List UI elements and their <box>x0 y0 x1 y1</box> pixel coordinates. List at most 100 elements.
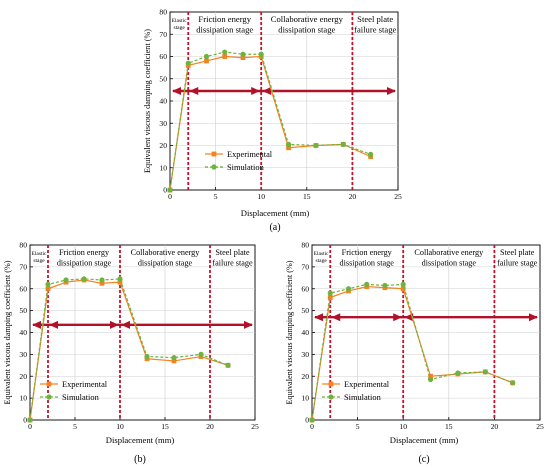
series-line-experimental <box>29 279 229 421</box>
data-point-simulation <box>285 141 292 147</box>
y-tick-label: 60 <box>19 284 27 293</box>
data-point-experimental <box>117 279 123 285</box>
x-tick-label: 25 <box>251 422 259 431</box>
x-tick-label: 25 <box>394 192 402 201</box>
y-tick-label: 20 <box>19 372 27 381</box>
data-point-experimental <box>204 58 209 64</box>
data-point-simulation <box>81 276 87 282</box>
stage-label: Steel plate <box>215 248 250 257</box>
stage-label: Collaborative energy <box>271 14 344 24</box>
y-tick-label: 60 <box>159 52 167 61</box>
data-point-simulation <box>368 151 374 157</box>
stage-label: dissipation stage <box>340 259 395 268</box>
y-tick-label: 50 <box>19 306 27 315</box>
y-axis-label: Equivalent viscous damping coefficient (… <box>3 260 12 404</box>
reference-arrowhead <box>110 320 119 329</box>
x-axis-label: Displacement (mm) <box>106 435 175 445</box>
y-axis-label: Equivalent viscous damping coefficient (… <box>285 260 294 404</box>
reference-arrowhead <box>387 86 396 95</box>
y-tick-label: 60 <box>301 284 309 293</box>
stage-label: failure stage <box>354 25 396 35</box>
x-tick-label: 5 <box>73 422 77 431</box>
stage-label: Friction energy <box>59 248 110 257</box>
stage-label: dissipation stage <box>278 25 335 35</box>
x-tick-label: 25 <box>536 422 544 431</box>
stage-label: stage <box>33 258 45 264</box>
series-line-simulation <box>29 278 229 421</box>
y-tick-label: 40 <box>19 328 27 337</box>
x-tick-label: 15 <box>303 192 311 201</box>
data-point-experimental <box>286 145 291 151</box>
data-point-simulation <box>203 53 210 60</box>
data-point-simulation <box>309 417 315 423</box>
legend-marker <box>328 394 334 400</box>
data-point-simulation <box>345 286 352 292</box>
x-tick-label: 5 <box>356 422 360 431</box>
x-tick-label: 10 <box>399 422 407 431</box>
stage-label: dissipation stage <box>196 25 253 35</box>
reference-arrowhead <box>314 313 323 322</box>
y-axis-label: Equivalent viscous damping coefficient (… <box>143 29 152 173</box>
data-point-simulation <box>240 51 246 57</box>
x-tick-label: 0 <box>28 422 32 431</box>
stage-label: dissipation stage <box>57 259 112 268</box>
data-point-simulation <box>99 277 105 283</box>
panel-caption: (a) <box>269 222 280 233</box>
legend-marker <box>46 381 52 387</box>
x-tick-label: 20 <box>206 422 214 431</box>
x-axis-label: Displacement (mm) <box>390 435 459 445</box>
data-point-simulation <box>510 380 516 386</box>
y-tick-label: 20 <box>159 141 167 150</box>
data-point-experimental <box>428 373 433 379</box>
data-point-simulation <box>313 142 319 149</box>
reference-arrowhead <box>331 313 341 322</box>
data-point-simulation <box>117 276 123 282</box>
data-point-simulation <box>171 355 177 361</box>
y-tick-label: 0 <box>305 416 309 425</box>
data-point-simulation <box>222 49 228 55</box>
series-line-experimental <box>311 285 513 421</box>
x-tick-label: 10 <box>116 422 124 431</box>
stage-label: Steel plate <box>500 248 535 257</box>
x-tick-label: 10 <box>257 192 265 201</box>
x-tick-label: 0 <box>310 422 314 431</box>
data-point-simulation <box>258 51 264 57</box>
x-tick-label: 5 <box>214 192 218 201</box>
stage-label: dissipation stage <box>422 259 477 268</box>
y-tick-label: 70 <box>301 262 309 271</box>
reference-arrowhead <box>529 313 538 322</box>
stage-label: Elastic <box>314 251 330 257</box>
y-tick-label: 20 <box>301 372 309 381</box>
y-tick-label: 30 <box>19 350 27 359</box>
reference-arrowhead <box>49 320 58 329</box>
legend-marker <box>328 381 334 387</box>
data-point-simulation <box>382 282 388 289</box>
y-tick-label: 10 <box>19 394 27 403</box>
stage-label: failure stage <box>497 259 538 268</box>
series-line-experimental <box>169 55 371 191</box>
data-point-simulation <box>45 281 51 287</box>
data-point-simulation <box>185 60 191 66</box>
data-point-simulation <box>198 351 204 357</box>
stage-label: Friction energy <box>198 14 251 24</box>
reference-arrowhead <box>189 86 199 95</box>
data-point-simulation <box>225 362 231 368</box>
y-tick-label: 70 <box>159 30 167 39</box>
legend-label: Experimental <box>62 380 108 389</box>
legend-label: Simulation <box>62 393 100 402</box>
x-tick-label: 20 <box>349 192 357 201</box>
x-tick-label: 20 <box>491 422 499 431</box>
reference-arrowhead <box>251 86 261 95</box>
reference-arrowhead <box>172 86 181 95</box>
y-tick-label: 10 <box>301 394 309 403</box>
data-point-simulation <box>63 277 69 283</box>
data-point-experimental <box>99 280 105 286</box>
stage-label: dissipation stage <box>138 259 193 268</box>
legend-label: Experimental <box>227 150 273 159</box>
data-point-simulation <box>455 370 461 376</box>
y-tick-label: 80 <box>301 241 309 250</box>
data-point-experimental <box>400 286 406 292</box>
stage-label: Friction energy <box>342 248 393 257</box>
y-tick-label: 80 <box>19 241 27 250</box>
